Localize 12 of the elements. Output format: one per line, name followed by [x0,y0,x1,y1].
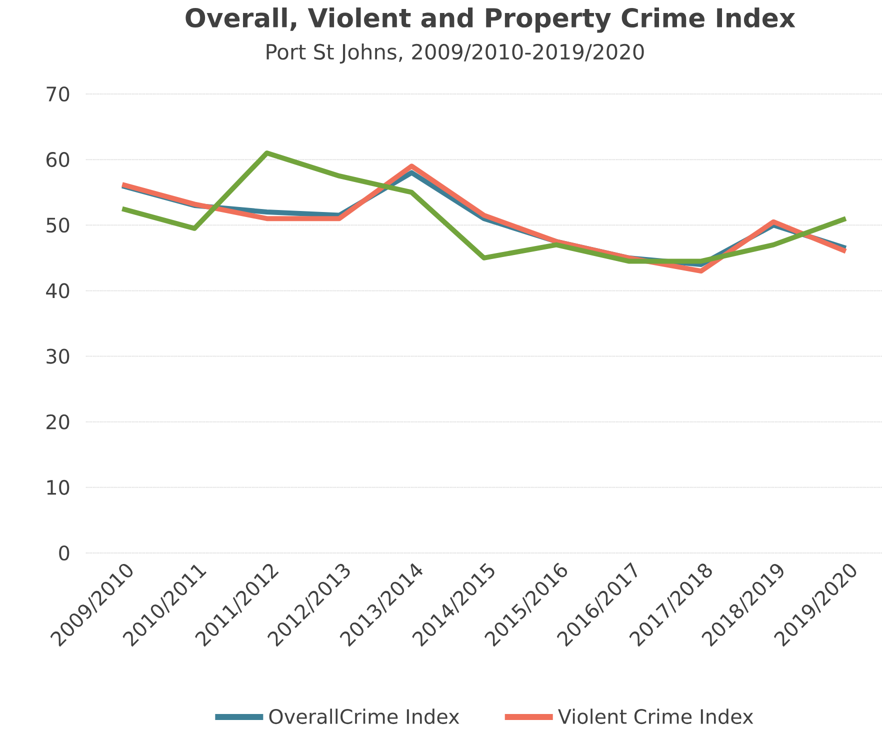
y-tick-label: 10 [47,480,70,495]
y-tick-label: 20 [46,414,70,430]
y-tick-label: 0 [59,545,70,561]
y-tick-label: 50 [46,218,70,233]
legend-label: OverallCrime Index [269,708,460,724]
chart-title: Overall, Violent and Property Crime Index [186,8,796,33]
y-tick-label: 40 [46,283,70,298]
y-tick-label: 70 [46,86,70,102]
y-tick-label: 60 [46,152,70,168]
legend-label: Violent Crime Index [558,708,754,724]
chart-subtitle: Port St Johns, 2009/2010-2019/2020 [266,44,644,64]
y-tick-label: 30 [46,348,70,364]
